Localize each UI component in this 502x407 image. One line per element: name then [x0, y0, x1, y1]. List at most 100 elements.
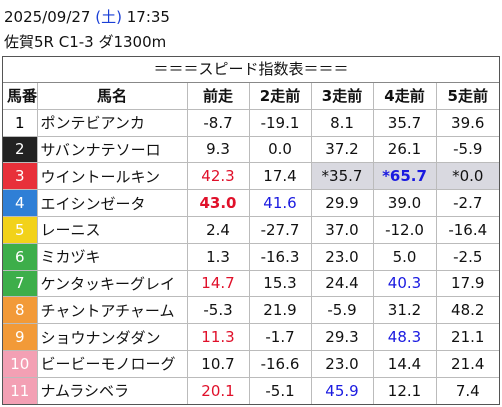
column-header: 4走前 — [372, 83, 437, 110]
speed-table: 馬番 馬名 前走 2走前 3走前 4走前 5走前 1 ポンテビアンカ -8.7 -19.1 8.1 3… — [3, 83, 499, 404]
horse-row: 3 ウイントールキン 42.3 17.4 *35.7 *65.7 *0.0 — [3, 162, 499, 191]
header-row: 馬番 馬名 前走 2走前 3走前 4走前 5走前 — [3, 83, 499, 110]
speed-index: *0.0 — [435, 162, 499, 191]
speed-index: 21.4 — [435, 349, 499, 378]
speed-table-box: ＝＝＝スピード指数表＝＝＝ 馬番 馬名 前走 2走前 3走前 4走前 5走前 1 ポンテビアン… — [2, 56, 500, 405]
speed-index: -27.7 — [248, 215, 312, 244]
speed-index: -5.3 — [186, 296, 250, 325]
horse-name: ナムラシベラ — [36, 376, 188, 404]
horse-number: 9 — [3, 323, 38, 351]
speed-index: 39.6 — [435, 108, 499, 137]
horse-row: 11 ナムラシベラ 20.1 -5.1 45.9 12.1 7.4 — [3, 376, 499, 404]
horse-number: 1 — [3, 108, 38, 137]
speed-index: 17.4 — [248, 162, 312, 191]
horse-row: 10 ビービーモノローグ 10.7 -16.6 23.0 14.4 21.4 — [3, 349, 499, 378]
horse-name: ウイントールキン — [36, 162, 188, 191]
speed-index: 37.2 — [310, 135, 374, 164]
speed-index: -5.9 — [310, 296, 374, 325]
table-body: 1 ポンテビアンカ -8.7 -19.1 8.1 35.7 39.6 2 サバンナテソーロ 9.3… — [3, 108, 499, 404]
speed-index: 14.7 — [186, 269, 250, 298]
horse-name: サバンナテソーロ — [36, 135, 188, 164]
horse-name: エイシンゼータ — [36, 189, 188, 217]
horse-row: 9 ショウナンダダン 11.3 -1.7 29.3 48.3 21.1 — [3, 323, 499, 351]
horse-name: ケンタッキーグレイ — [36, 269, 188, 298]
horse-number: 4 — [3, 189, 38, 217]
horse-row: 6 ミカヅキ 1.3 -16.3 23.0 5.0 -2.5 — [3, 242, 499, 271]
column-header: 2走前 — [248, 83, 312, 110]
speed-index: -2.5 — [435, 242, 499, 271]
speed-index: -2.7 — [435, 189, 499, 217]
horse-name: ポンテビアンカ — [36, 108, 188, 137]
horse-number: 10 — [3, 349, 38, 378]
date-line: 2025/09/27 (土) 17:35 — [4, 6, 170, 27]
speed-index: -16.3 — [248, 242, 312, 271]
horse-row: 2 サバンナテソーロ 9.3 0.0 37.2 26.1 -5.9 — [3, 135, 499, 164]
column-header: 馬名 — [36, 83, 188, 110]
column-header: 3走前 — [310, 83, 374, 110]
speed-index: 15.3 — [248, 269, 312, 298]
speed-index: 42.3 — [186, 162, 250, 191]
horse-name: レーニス — [36, 215, 188, 244]
date: 2025/09/27 — [4, 8, 91, 26]
horse-number: 7 — [3, 269, 38, 298]
speed-index: 40.3 — [372, 269, 437, 298]
speed-index: 48.2 — [435, 296, 499, 325]
speed-index: -19.1 — [248, 108, 312, 137]
speed-index: 29.9 — [310, 189, 374, 217]
speed-index: -5.1 — [248, 376, 312, 404]
speed-index: -16.4 — [435, 215, 499, 244]
speed-index: 17.9 — [435, 269, 499, 298]
speed-index: 29.3 — [310, 323, 374, 351]
speed-index: 41.6 — [248, 189, 312, 217]
horse-row: 1 ポンテビアンカ -8.7 -19.1 8.1 35.7 39.6 — [3, 108, 499, 137]
speed-index: 43.0 — [186, 189, 250, 217]
speed-index: 37.0 — [310, 215, 374, 244]
speed-index: 23.0 — [310, 349, 374, 378]
speed-index: 0.0 — [248, 135, 312, 164]
horse-number: 6 — [3, 242, 38, 271]
speed-index: *35.7 — [310, 162, 374, 191]
speed-index: 26.1 — [372, 135, 437, 164]
horse-number: 3 — [3, 162, 38, 191]
table-title: ＝＝＝スピード指数表＝＝＝ — [3, 57, 499, 83]
speed-index: 31.2 — [372, 296, 437, 325]
speed-index: 48.3 — [372, 323, 437, 351]
horse-name: ビービーモノローグ — [36, 349, 188, 378]
horse-number: 8 — [3, 296, 38, 325]
column-header: 馬番 — [3, 83, 38, 110]
speed-index: 8.1 — [310, 108, 374, 137]
speed-index: 20.1 — [186, 376, 250, 404]
time: 17:35 — [126, 8, 170, 26]
horse-number: 11 — [3, 376, 38, 404]
weekday: (土) — [95, 8, 122, 26]
speed-index: *65.7 — [372, 162, 437, 191]
speed-index: 39.0 — [372, 189, 437, 217]
horse-row: 7 ケンタッキーグレイ 14.7 15.3 24.4 40.3 17.9 — [3, 269, 499, 298]
race-info: 佐賀5R C1-3 ダ1300m — [4, 33, 167, 51]
speed-index: 9.3 — [186, 135, 250, 164]
horse-name: ショウナンダダン — [36, 323, 188, 351]
horse-number: 5 — [3, 215, 38, 244]
horse-row: 8 チャントアチャーム -5.3 21.9 -5.9 31.2 48.2 — [3, 296, 499, 325]
speed-index: -16.6 — [248, 349, 312, 378]
speed-index: -1.7 — [248, 323, 312, 351]
speed-index: 7.4 — [435, 376, 499, 404]
speed-index: 21.9 — [248, 296, 312, 325]
speed-index: 12.1 — [372, 376, 437, 404]
speed-index: 5.0 — [372, 242, 437, 271]
speed-index: 1.3 — [186, 242, 250, 271]
horse-row: 5 レーニス 2.4 -27.7 37.0 -12.0 -16.4 — [3, 215, 499, 244]
speed-index: -12.0 — [372, 215, 437, 244]
speed-index: 10.7 — [186, 349, 250, 378]
speed-index: 35.7 — [372, 108, 437, 137]
horse-row: 4 エイシンゼータ 43.0 41.6 29.9 39.0 -2.7 — [3, 189, 499, 217]
column-header: 前走 — [186, 83, 250, 110]
speed-index: 2.4 — [186, 215, 250, 244]
speed-index: -5.9 — [435, 135, 499, 164]
speed-index: 23.0 — [310, 242, 374, 271]
horse-name: ミカヅキ — [36, 242, 188, 271]
horse-number: 2 — [3, 135, 38, 164]
speed-index: 21.1 — [435, 323, 499, 351]
speed-index: 14.4 — [372, 349, 437, 378]
speed-index: 45.9 — [310, 376, 374, 404]
